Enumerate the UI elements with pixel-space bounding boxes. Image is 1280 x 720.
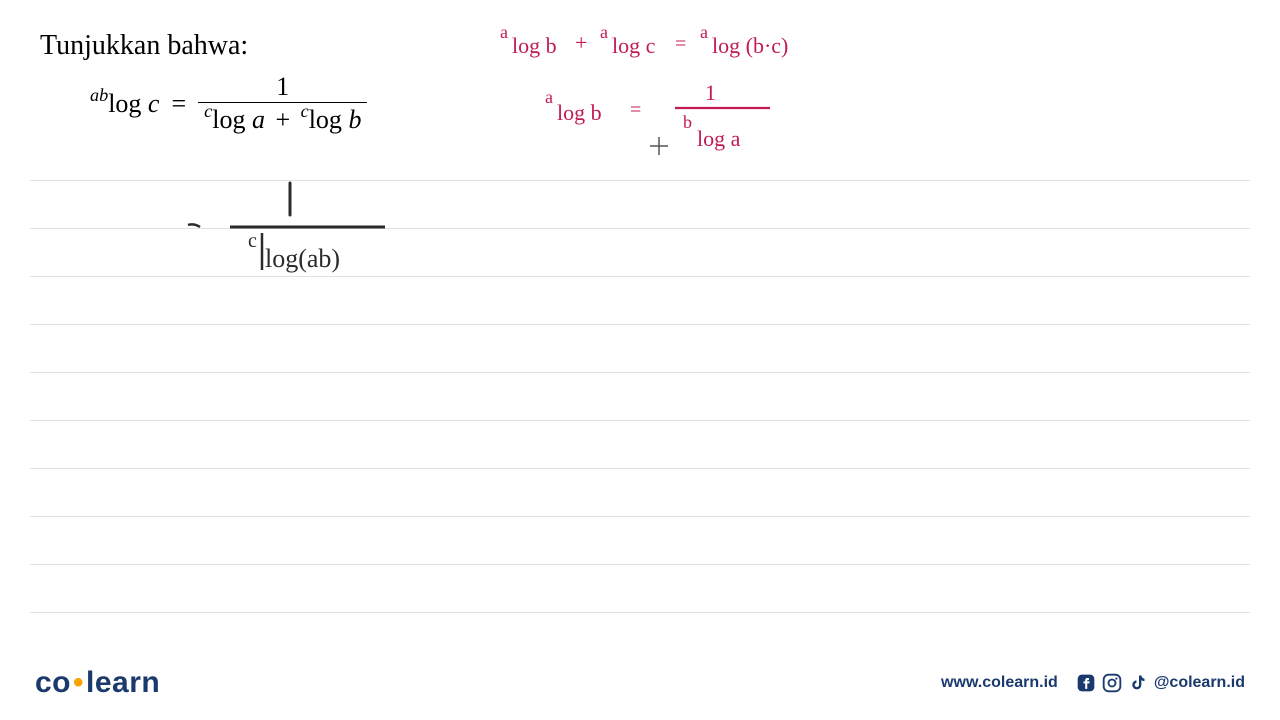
social-handle: @colearn.id — [1154, 674, 1245, 692]
handwriting-black-work: c log(ab) — [180, 175, 410, 285]
social-icons: @colearn.id — [1076, 673, 1245, 693]
instagram-icon — [1102, 673, 1122, 693]
svg-text:log (b·c): log (b·c) — [712, 33, 788, 58]
footer: co•learn www.colearn.id @colearn.id — [0, 666, 1280, 700]
svg-text:+: + — [575, 30, 587, 55]
svg-text:1: 1 — [705, 80, 716, 105]
svg-text:a: a — [700, 22, 708, 42]
svg-text:b: b — [683, 112, 692, 132]
brand-logo: co•learn — [35, 666, 160, 700]
svg-text:=: = — [630, 99, 641, 121]
svg-text:log b: log b — [512, 33, 557, 58]
svg-text:log b: log b — [557, 100, 602, 125]
crosshair-mark — [648, 135, 670, 157]
handwriting-red-line2: a log b = 1 b log a — [545, 78, 795, 158]
svg-text:log c: log c — [612, 33, 656, 58]
svg-text:a: a — [545, 87, 553, 107]
svg-text:log(ab): log(ab) — [265, 244, 340, 273]
handwriting-red-line1: a log b + a log c = a log (b·c) — [500, 20, 870, 70]
footer-url: www.colearn.id — [941, 674, 1058, 692]
svg-text:a: a — [600, 22, 608, 42]
svg-text:a: a — [500, 22, 508, 42]
svg-text:c: c — [248, 230, 257, 252]
tiktok-icon — [1128, 673, 1148, 693]
facebook-icon — [1076, 673, 1096, 693]
svg-text:=: = — [675, 33, 686, 55]
svg-text:log a: log a — [697, 126, 741, 151]
